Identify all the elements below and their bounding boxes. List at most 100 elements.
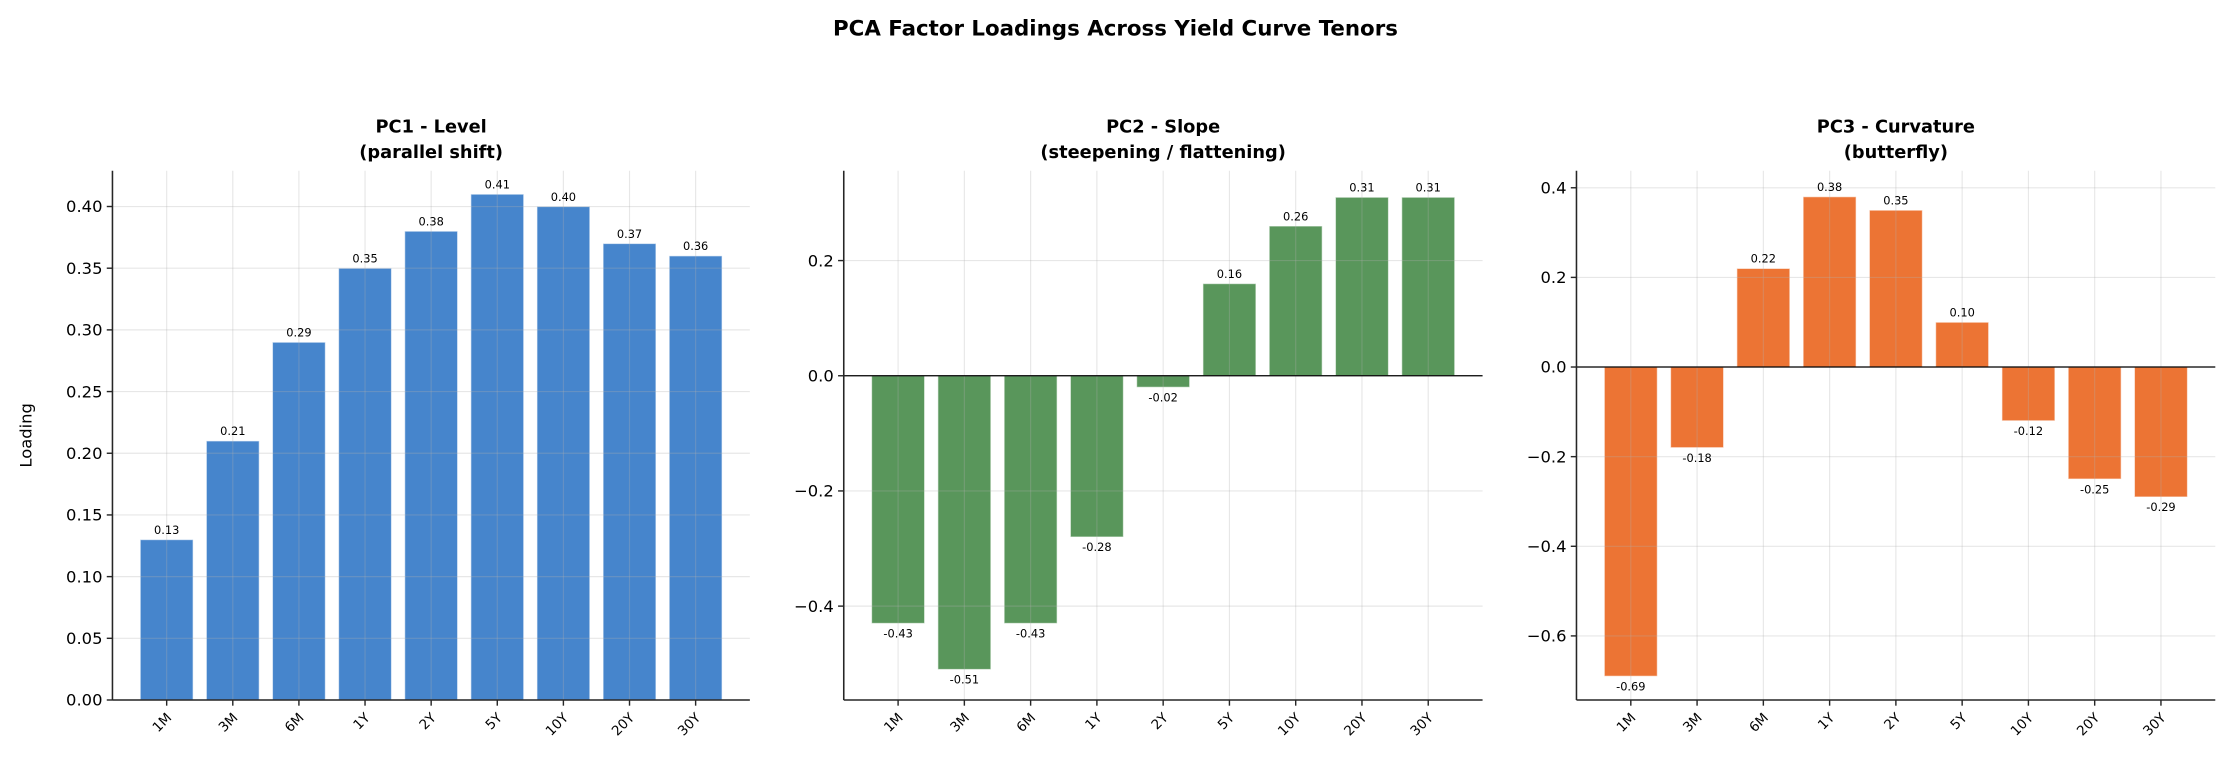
data-label: -0.29 xyxy=(2146,500,2175,514)
x-tick-label: 3M xyxy=(216,710,242,736)
panel-2: PC2 - Slope (steepening / flattening) -0.4… xyxy=(794,116,1483,739)
bar-1Y xyxy=(1802,196,1857,368)
x-tick-label: 6M xyxy=(1014,710,1040,736)
x-tick-label: 1M xyxy=(150,710,176,736)
data-label: 0.38 xyxy=(418,214,443,228)
y-axis-label: Loading xyxy=(16,403,35,468)
data-label: 0.29 xyxy=(286,326,311,340)
panel-title: PC1 - Level xyxy=(376,116,487,137)
bar-30Y xyxy=(1401,196,1456,377)
data-label: -0.18 xyxy=(1682,451,1711,465)
x-tick-label: 1Y xyxy=(350,709,374,733)
panel-subtitle: (steepening / flattening) xyxy=(1040,142,1285,163)
data-label: 0.13 xyxy=(154,523,179,537)
bars xyxy=(871,196,1456,671)
y-tick-label: 0.40 xyxy=(66,197,102,216)
data-label: 0.38 xyxy=(1817,180,1842,194)
grid xyxy=(1576,170,2216,700)
data-label: -0.43 xyxy=(1016,627,1045,641)
bar-5Y xyxy=(470,193,525,701)
panel-1: PC1 - Level (parallel shift) 0.13 0.21 0.29 0… xyxy=(16,116,750,739)
data-label: -0.12 xyxy=(2014,424,2043,438)
data-label: 0.35 xyxy=(1883,193,1908,207)
data-label: 0.26 xyxy=(1283,209,1308,223)
y-tick-label: 0.20 xyxy=(66,444,102,463)
x-tick-label: 10Y xyxy=(2008,709,2038,739)
x-tick-label: 10Y xyxy=(543,709,573,739)
data-label: -0.25 xyxy=(2080,482,2109,496)
x-tick-label: 2Y xyxy=(1148,709,1172,733)
bar-10Y xyxy=(2001,366,2056,422)
data-label: 0.31 xyxy=(1416,181,1441,195)
y-tick-label: 0.00 xyxy=(66,691,102,710)
figure-title: PCA Factor Loadings Across Yield Curve T… xyxy=(833,17,1398,42)
data-label: 0.21 xyxy=(220,424,245,438)
bar-20Y xyxy=(2067,366,2122,480)
data-label: 0.37 xyxy=(617,227,642,241)
data-label: 0.31 xyxy=(1349,181,1374,195)
y-tick-label: −0.4 xyxy=(1527,537,1567,556)
grid xyxy=(112,170,750,701)
x-tick-label: 3M xyxy=(1680,710,1706,736)
x-tick-label: 1Y xyxy=(1815,709,1839,733)
x-tick-label: 30Y xyxy=(1407,709,1437,739)
x-tick-label: 5Y xyxy=(1215,709,1239,733)
y-tick-label: 0.4 xyxy=(1540,178,1566,197)
bar-1M xyxy=(139,539,194,701)
data-label: -0.43 xyxy=(883,627,912,641)
data-label: -0.02 xyxy=(1148,391,1177,405)
data-label: 0.35 xyxy=(352,252,377,266)
y-tick-label: 0.25 xyxy=(66,382,102,401)
bar-3M xyxy=(937,375,992,671)
x-tick-label: 10Y xyxy=(1275,709,1305,739)
y-tick-label: 0.2 xyxy=(808,251,834,270)
y-tick-label: 0.35 xyxy=(66,259,102,278)
data-label: 0.40 xyxy=(551,190,576,204)
bar-30Y xyxy=(2133,366,2189,498)
data-label: 0.41 xyxy=(485,177,510,191)
y-tick-label: 0.30 xyxy=(66,321,102,340)
data-label: 0.36 xyxy=(683,239,708,253)
bar-6M xyxy=(271,341,326,701)
bar-6M xyxy=(1736,267,1791,368)
x-tick-label: 6M xyxy=(1746,710,1772,736)
bar-3M xyxy=(1670,366,1725,449)
bar-1M xyxy=(871,375,926,624)
y-tick-label: 0.0 xyxy=(1540,358,1566,377)
data-label: -0.69 xyxy=(1616,679,1645,693)
x-tick-label: 2Y xyxy=(416,709,440,733)
x-tick-label: 2Y xyxy=(1881,709,1905,733)
x-tick-label: 1Y xyxy=(1082,709,1106,733)
x-tick-label: 3M xyxy=(947,710,973,736)
bar-2Y xyxy=(404,230,459,701)
data-label: 0.10 xyxy=(1949,306,1974,320)
panel-title: PC2 - Slope xyxy=(1106,116,1220,137)
data-label: 0.16 xyxy=(1217,267,1242,281)
bar-1Y xyxy=(338,267,393,701)
panel-subtitle: (parallel shift) xyxy=(359,142,503,163)
x-tick-label: 20Y xyxy=(609,709,639,739)
bars xyxy=(139,193,723,701)
panel-3: PC3 - Curvature(butterfly)-0.69-0.180.22… xyxy=(1527,116,2216,739)
y-tick-label: 0.05 xyxy=(66,629,102,648)
y-tick-label: 0.10 xyxy=(66,567,102,586)
x-tick-label: 1M xyxy=(881,710,907,736)
panel-title: PC3 - Curvature xyxy=(1817,116,1975,137)
x-tick-label: 5Y xyxy=(1947,709,1971,733)
y-tick-label: −0.6 xyxy=(1527,627,1567,646)
x-tick-label: 30Y xyxy=(675,709,705,739)
panel-subtitle: (butterfly) xyxy=(1844,142,1948,163)
y-tick-label: −0.4 xyxy=(794,597,834,616)
bar-1Y xyxy=(1069,375,1124,538)
x-tick-label: 20Y xyxy=(1341,709,1371,739)
y-tick-label: 0.2 xyxy=(1540,268,1566,287)
x-tick-label: 1M xyxy=(1614,710,1640,736)
y-tick-label: 0.0 xyxy=(808,366,834,385)
y-tick-label: 0.15 xyxy=(66,506,102,525)
bar-20Y xyxy=(1334,196,1390,377)
x-tick-label: 5Y xyxy=(483,709,507,733)
x-tick-label: 6M xyxy=(282,710,308,736)
bar-6M xyxy=(1003,375,1058,624)
data-label: 0.22 xyxy=(1751,252,1776,266)
